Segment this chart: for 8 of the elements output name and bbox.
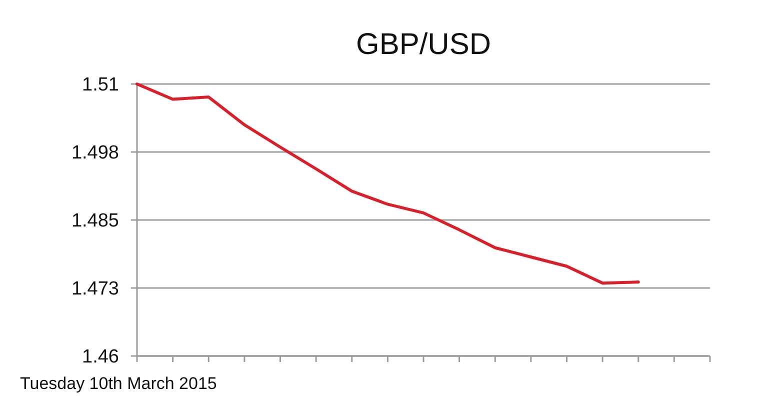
y-tick-label: 1.473 — [71, 278, 119, 300]
y-tick-label: 1.498 — [71, 142, 119, 164]
y-tick-label: 1.51 — [82, 74, 119, 96]
text: Tuesday 10th March 2015 — [20, 374, 217, 393]
chart-title: GBP/USD — [356, 28, 492, 61]
y-tick-label: 1.46 — [82, 346, 119, 368]
y-tick-label: 1.485 — [71, 210, 119, 232]
line-series — [136, 82, 640, 285]
